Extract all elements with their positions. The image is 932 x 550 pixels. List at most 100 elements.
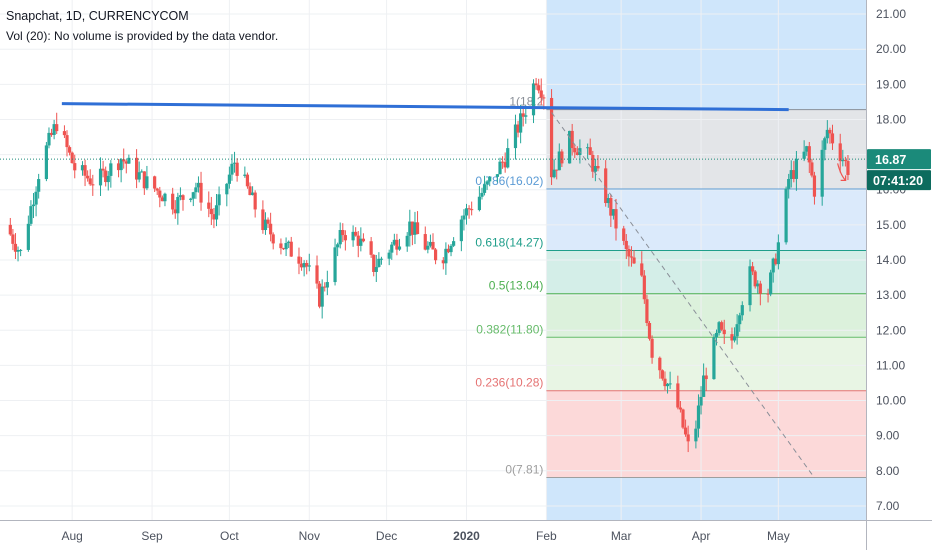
candle-body[interactable] xyxy=(176,196,180,214)
candle-body[interactable] xyxy=(137,172,141,180)
candle-body[interactable] xyxy=(516,124,520,133)
candle-body[interactable] xyxy=(658,357,662,371)
candle-body[interactable] xyxy=(588,147,592,155)
candle-body[interactable] xyxy=(189,198,193,200)
candle-body[interactable] xyxy=(405,235,409,247)
candle-body[interactable] xyxy=(91,184,95,186)
candle-body[interactable] xyxy=(495,174,500,177)
candle-body[interactable] xyxy=(593,165,597,172)
candle-body[interactable] xyxy=(207,202,211,209)
candle-body[interactable] xyxy=(609,198,613,216)
candle-series[interactable] xyxy=(8,77,850,453)
candle-body[interactable] xyxy=(359,238,363,246)
candle-body[interactable] xyxy=(297,256,301,264)
candle-body[interactable] xyxy=(173,209,177,214)
candle-body[interactable] xyxy=(52,124,56,135)
candle-body[interactable] xyxy=(704,375,708,380)
candle-body[interactable] xyxy=(843,159,847,162)
candle-body[interactable] xyxy=(320,286,324,307)
candle-body[interactable] xyxy=(467,208,471,210)
candle-body[interactable] xyxy=(560,151,564,164)
candle-body[interactable] xyxy=(250,192,255,196)
candle-body[interactable] xyxy=(127,157,131,164)
candle-body[interactable] xyxy=(135,157,139,180)
candle-body[interactable] xyxy=(214,205,219,220)
candle-body[interactable] xyxy=(683,427,688,435)
candle-body[interactable] xyxy=(307,265,311,267)
candle-body[interactable] xyxy=(415,222,420,235)
candle-body[interactable] xyxy=(119,159,123,171)
candle-body[interactable] xyxy=(789,170,793,179)
candle-body[interactable] xyxy=(266,219,270,224)
candle-body[interactable] xyxy=(408,221,412,236)
candle-body[interactable] xyxy=(361,238,366,242)
candle-body[interactable] xyxy=(557,151,561,171)
candle-body[interactable] xyxy=(645,299,649,324)
candle-body[interactable] xyxy=(446,248,451,253)
candle-body[interactable] xyxy=(452,241,456,246)
candle-body[interactable] xyxy=(624,240,628,250)
candle-body[interactable] xyxy=(766,293,770,295)
candle-body[interactable] xyxy=(212,214,216,220)
candle-body[interactable] xyxy=(338,229,342,245)
candle-body[interactable] xyxy=(235,162,239,176)
candle-body[interactable] xyxy=(142,171,146,189)
candle-body[interactable] xyxy=(287,241,291,244)
candle-body[interactable] xyxy=(694,428,698,442)
candle-body[interactable] xyxy=(397,246,402,250)
candle-body[interactable] xyxy=(333,247,337,283)
candle-body[interactable] xyxy=(444,248,448,264)
candle-body[interactable] xyxy=(323,286,327,288)
candle-body[interactable] xyxy=(660,370,664,379)
candle-body[interactable] xyxy=(825,129,829,139)
dashed-projection-line[interactable] xyxy=(551,112,815,479)
candle-body[interactable] xyxy=(47,132,51,146)
candle-body[interactable] xyxy=(506,148,510,168)
candle-body[interactable] xyxy=(13,243,18,252)
candle-body[interactable] xyxy=(606,198,610,204)
candle-body[interactable] xyxy=(356,235,360,246)
candle-body[interactable] xyxy=(392,239,396,245)
candle-body[interactable] xyxy=(83,165,87,176)
candle-body[interactable] xyxy=(537,85,541,91)
candle-body[interactable] xyxy=(336,244,340,248)
candle-body[interactable] xyxy=(116,163,121,171)
candle-body[interactable] xyxy=(681,409,685,428)
drawings[interactable] xyxy=(0,102,866,479)
candle-body[interactable] xyxy=(828,129,832,134)
candle-body[interactable] xyxy=(55,124,59,132)
candle-body[interactable] xyxy=(810,162,814,176)
candle-body[interactable] xyxy=(792,170,796,179)
candle-body[interactable] xyxy=(441,260,445,264)
candle-body[interactable] xyxy=(753,271,757,287)
candle-body[interactable] xyxy=(756,283,760,287)
candle-body[interactable] xyxy=(88,178,92,185)
candle-body[interactable] xyxy=(812,175,817,197)
candle-body[interactable] xyxy=(124,161,128,164)
current-price-tag[interactable] xyxy=(867,149,931,170)
candle-body[interactable] xyxy=(663,378,667,387)
candle-body[interactable] xyxy=(771,258,775,273)
candle-body[interactable] xyxy=(86,175,90,179)
candle-body[interactable] xyxy=(284,243,288,250)
candle-body[interactable] xyxy=(531,83,536,116)
candle-body[interactable] xyxy=(758,283,762,294)
candle-body[interactable] xyxy=(70,152,74,164)
candle-body[interactable] xyxy=(122,159,126,162)
candle-body[interactable] xyxy=(163,193,167,202)
candle-body[interactable] xyxy=(776,242,780,265)
candle-body[interactable] xyxy=(217,194,221,206)
candle-body[interactable] xyxy=(263,219,268,231)
candle-body[interactable] xyxy=(678,407,683,410)
candle-body[interactable] xyxy=(823,138,827,150)
candle-body[interactable] xyxy=(279,243,283,249)
candle-body[interactable] xyxy=(423,234,427,250)
candle-body[interactable] xyxy=(49,132,54,135)
candle-body[interactable] xyxy=(379,258,384,260)
candle-body[interactable] xyxy=(62,131,67,136)
candle-body[interactable] xyxy=(317,283,322,307)
candle-body[interactable] xyxy=(573,148,577,153)
candle-body[interactable] xyxy=(171,193,175,210)
candle-body[interactable] xyxy=(748,266,752,306)
candle-body[interactable] xyxy=(428,241,433,246)
